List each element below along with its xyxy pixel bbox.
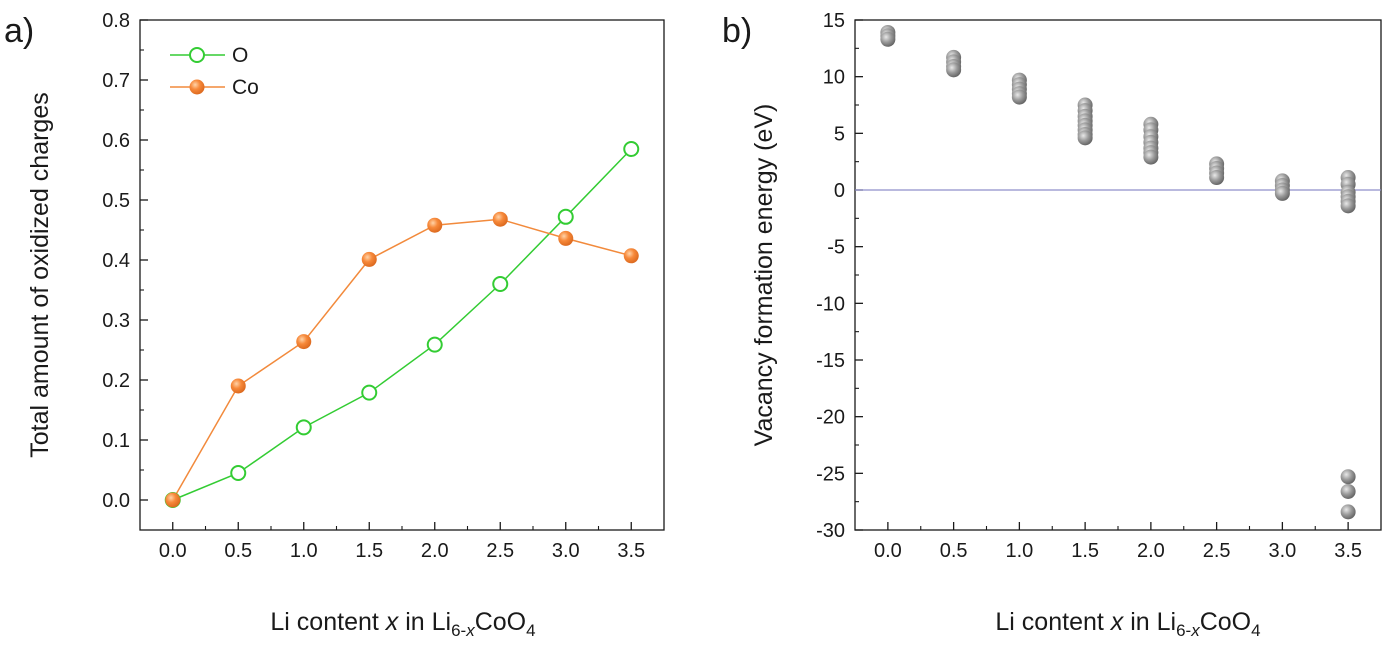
- point-co: [296, 334, 312, 350]
- y-tick-label: 0.8: [102, 10, 130, 32]
- x-tick-label: 2.5: [486, 540, 514, 562]
- panel-b: b) 15 10 5 0 -5 -10 -15 -20 -25 -30 0.0 0.5 1.0 1.5 2…: [722, 10, 1382, 640]
- x-tick-label: 2.5: [1203, 540, 1231, 562]
- energy-point: [1274, 185, 1290, 201]
- panel-b-points: [880, 24, 1356, 520]
- point-co: [427, 217, 443, 233]
- y-tick-label: 0.1: [102, 430, 130, 452]
- panel-b-plot-frame: [854, 19, 1382, 531]
- x-tick-label: 1.0: [290, 540, 318, 562]
- panel-b-ylabel: Vacancy formation energy (eV): [750, 104, 778, 447]
- panel-a: a) 0.0 0.1 0.2 0.3 0.4 0.5 0.6 0.7 0.8 0.0 0.5 1.0…: [4, 10, 665, 640]
- x-tick-label: 3.0: [552, 540, 580, 562]
- y-tick-label: -15: [816, 350, 845, 372]
- panel-b-label: b): [722, 12, 752, 50]
- x-tick-label: 0.5: [224, 540, 252, 562]
- panel-a-y-axis: 0.0 0.1 0.2 0.3 0.4 0.5 0.6 0.7 0.8: [102, 10, 148, 512]
- x-tick-label: 1.5: [1071, 540, 1099, 562]
- energy-point: [1011, 89, 1027, 105]
- point-o: [295, 419, 312, 436]
- y-tick-label: -30: [816, 520, 845, 542]
- panel-b-x-axis: 0.0 0.5 1.0 1.5 2.0 2.5 3.0 3.5: [874, 522, 1362, 562]
- energy-point: [1143, 149, 1159, 165]
- point-co: [361, 251, 377, 267]
- point-co: [623, 248, 639, 264]
- point-o: [557, 208, 574, 225]
- energy-point: [1340, 483, 1356, 499]
- point-o: [426, 336, 443, 353]
- series-line-co: [172, 218, 632, 501]
- panel-a-label: a): [4, 12, 34, 50]
- point-co: [558, 230, 574, 246]
- point-co: [492, 211, 508, 227]
- point-co: [165, 492, 181, 508]
- x-tick-label: 3.5: [1334, 540, 1362, 562]
- y-tick-label: -10: [816, 293, 845, 315]
- panel-a-series: [164, 141, 640, 508]
- x-tick-label: 2.0: [1137, 540, 1165, 562]
- energy-point: [1340, 198, 1356, 214]
- y-tick-label: -5: [827, 237, 845, 259]
- x-tick-label: 2.0: [421, 540, 449, 562]
- y-tick-label: 0.0: [102, 490, 130, 512]
- energy-point: [880, 31, 896, 47]
- energy-point: [1209, 170, 1225, 186]
- series-line-o: [172, 148, 632, 501]
- point-o: [361, 384, 378, 401]
- panel-a-plot-frame: [139, 19, 665, 531]
- y-tick-label: 15: [823, 10, 845, 32]
- panel-a-x-axis: 0.0 0.5 1.0 1.5 2.0 2.5 3.0 3.5: [159, 522, 645, 562]
- legend-label-o: O: [232, 44, 248, 67]
- panel-b-y-axis: 15 10 5 0 -5 -10 -15 -20 -25 -30: [816, 10, 863, 542]
- x-tick-label: 0.0: [874, 540, 902, 562]
- y-tick-label: 0.4: [102, 250, 130, 272]
- x-tick-label: 0.5: [940, 540, 968, 562]
- y-tick-label: 0: [834, 180, 845, 202]
- y-tick-label: 0.3: [102, 310, 130, 332]
- x-tick-label: 1.5: [355, 540, 383, 562]
- panel-b-xlabel: Li content x in Li6-xCoO4: [995, 608, 1260, 640]
- y-tick-label: 10: [823, 67, 845, 89]
- energy-point: [1340, 469, 1356, 485]
- x-tick-label: 1.0: [1005, 540, 1033, 562]
- point-o: [230, 465, 247, 481]
- y-tick-label: 0.7: [102, 70, 130, 92]
- point-co: [230, 378, 246, 394]
- energy-point: [946, 62, 962, 78]
- y-tick-label: -25: [816, 463, 845, 485]
- x-tick-label: 3.5: [617, 540, 645, 562]
- point-o: [492, 276, 509, 292]
- legend-marker-o: [189, 47, 205, 63]
- x-tick-label: 0.0: [159, 540, 187, 562]
- legend-marker-co: [189, 79, 205, 95]
- y-tick-label: 0.5: [102, 190, 130, 212]
- legend-label-co: Co: [232, 76, 259, 99]
- y-tick-label: -20: [816, 407, 845, 429]
- panel-a-legend: O Co: [170, 44, 259, 99]
- y-tick-label: 0.2: [102, 370, 130, 392]
- point-o: [623, 141, 640, 157]
- panel-a-ylabel: Total amount of oxidized charges: [26, 92, 54, 458]
- x-tick-label: 3.0: [1268, 540, 1296, 562]
- energy-point: [1077, 130, 1093, 146]
- energy-point: [1340, 504, 1356, 520]
- y-tick-label: 0.6: [102, 130, 130, 152]
- panel-a-xlabel: Li content x in Li6-xCoO4: [270, 608, 535, 640]
- y-tick-label: 5: [834, 123, 845, 145]
